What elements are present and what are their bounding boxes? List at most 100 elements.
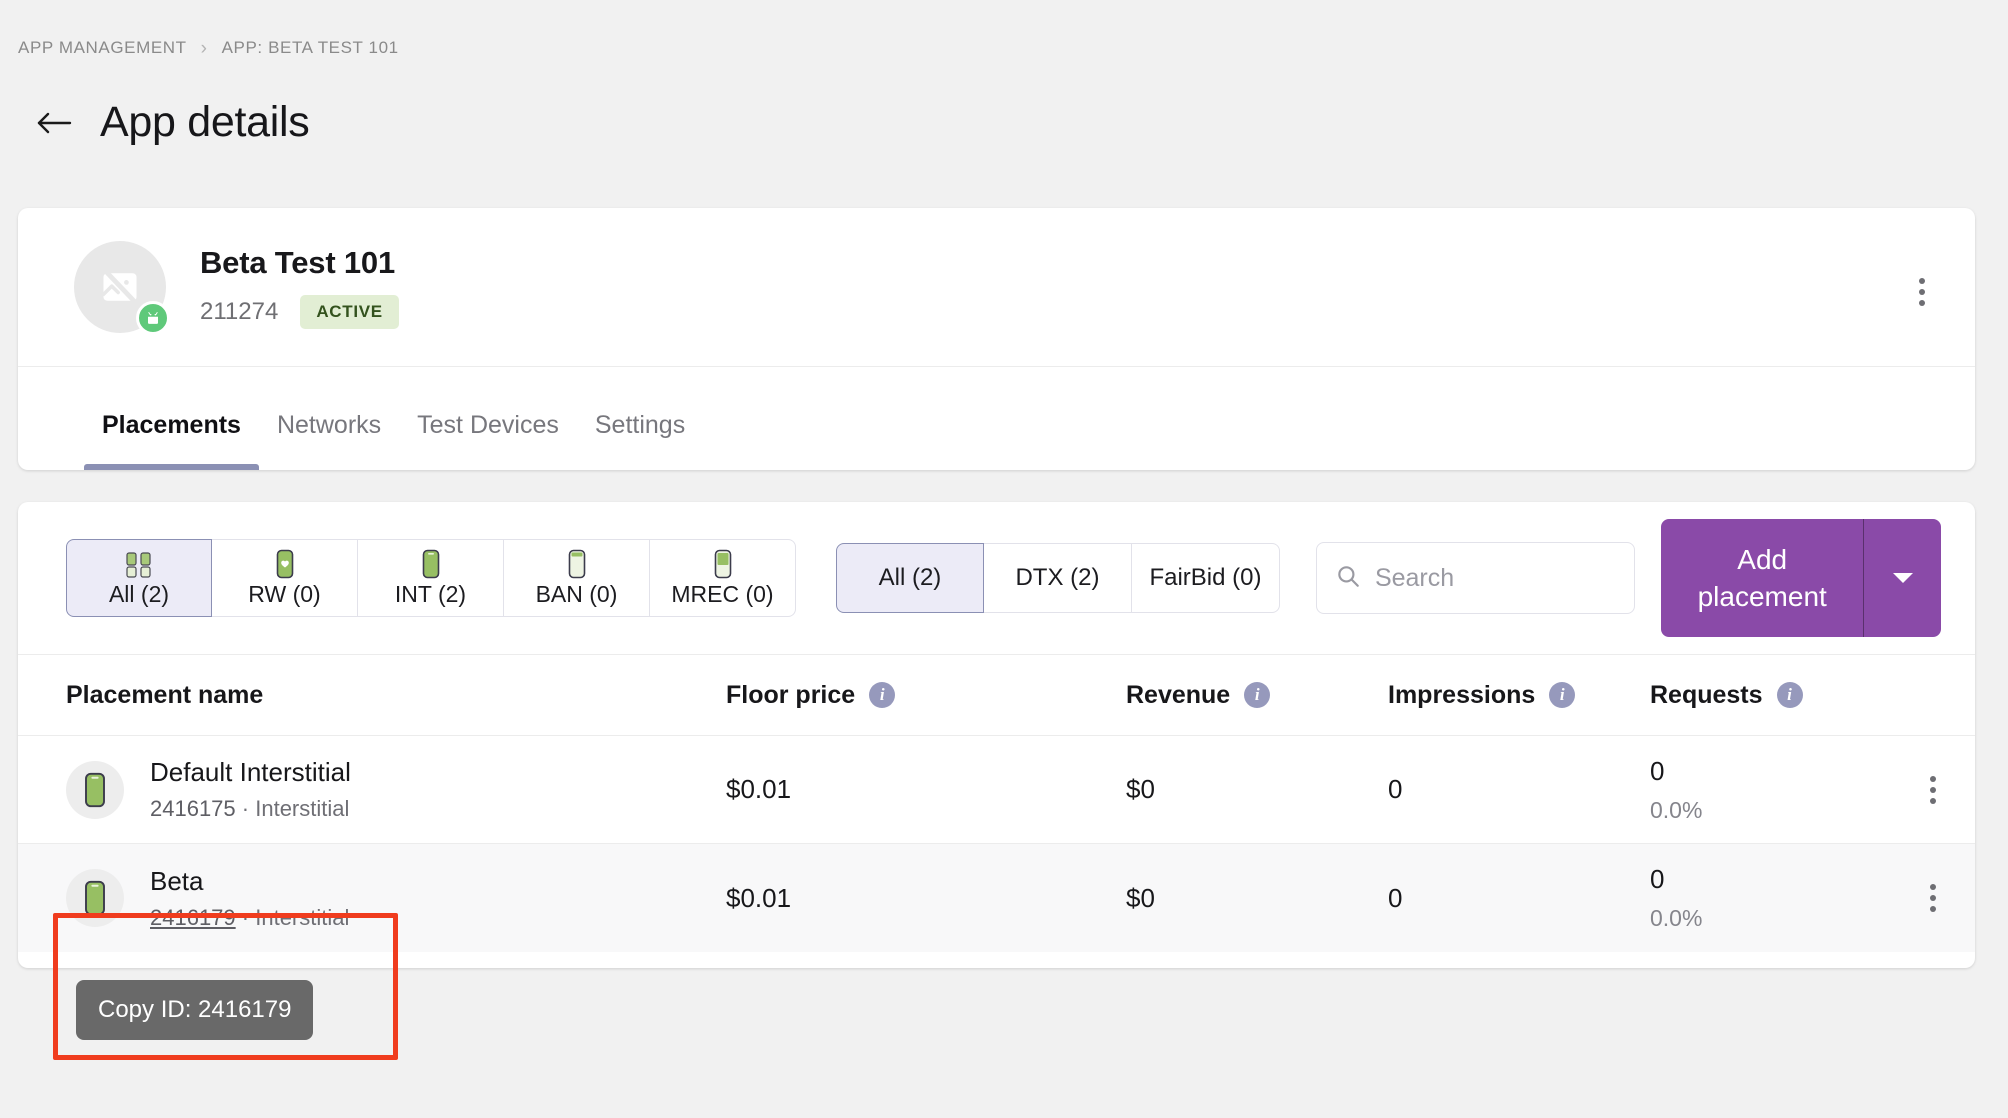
- info-icon[interactable]: i: [1776, 682, 1803, 708]
- chevron-right-icon: ›: [200, 37, 208, 59]
- placement-name: Default Interstitial: [150, 757, 351, 787]
- row-options-menu-button[interactable]: [1891, 876, 1975, 920]
- source-filter-all[interactable]: All (2): [835, 543, 984, 613]
- format-filter-group: All (2) RW (0): [66, 539, 796, 617]
- table-row[interactable]: Beta 2416179 · Interstitial $0.01 $0 0 0: [18, 844, 1975, 952]
- android-icon: [136, 301, 170, 335]
- app-name: Beta Test 101: [200, 245, 395, 280]
- floor-price-cell: $0.01: [726, 882, 792, 913]
- placement-name: Beta: [150, 865, 204, 896]
- breadcrumb-current-app: APP: BETA TEST 101: [221, 38, 399, 57]
- placement-id[interactable]: 2416175: [150, 796, 236, 821]
- requests-value: 0: [1650, 755, 1665, 786]
- broken-image-icon: [74, 241, 166, 333]
- search-input[interactable]: Search: [1315, 542, 1636, 614]
- column-revenue: Revenue i: [1126, 681, 1388, 710]
- column-requests: Requests i: [1650, 681, 1891, 710]
- requests-cell: 0 0.0%: [1650, 756, 1891, 824]
- kebab-dot: [1919, 289, 1925, 295]
- placement-separator: ·: [241, 904, 250, 930]
- app-summary-card: Beta Test 101 211274 ACTIVE Placements N…: [18, 208, 1975, 470]
- placements-card: All (2) RW (0): [18, 502, 1975, 968]
- placement-subline: 2416175 · Interstitial: [150, 796, 351, 822]
- table-row[interactable]: Default Interstitial 2416175 · Interstit…: [18, 736, 1975, 844]
- kebab-dot: [1919, 300, 1925, 306]
- mrec-phone-icon: [713, 549, 733, 579]
- interstitial-phone-icon: [66, 760, 124, 819]
- table-header: Placement name Floor price i Revenue i I…: [18, 654, 1975, 736]
- format-filter-mrec[interactable]: MREC (0): [650, 539, 796, 617]
- placement-type: Interstitial: [255, 904, 350, 930]
- app-subline: 211274 ACTIVE: [200, 295, 399, 329]
- floor-price-cell: $0.01: [726, 774, 792, 804]
- banner-phone-icon: [567, 549, 587, 579]
- tab-settings[interactable]: Settings: [594, 411, 686, 439]
- kebab-dot: [1930, 906, 1936, 912]
- placement-text: Default Interstitial 2416175 · Interstit…: [150, 757, 351, 822]
- format-filter-all-label: All (2): [108, 580, 170, 607]
- requests-percent: 0.0%: [1650, 796, 1703, 823]
- kebab-dot: [1930, 786, 1936, 793]
- page-title-row: App details: [34, 98, 310, 147]
- placement-subline: 2416179 · Interstitial: [150, 905, 349, 931]
- requests-value: 0: [1650, 864, 1665, 894]
- kebab-menu-icon[interactable]: [1922, 768, 1944, 812]
- search-placeholder: Search: [1374, 563, 1455, 592]
- placement-id[interactable]: 2416179: [150, 904, 236, 930]
- format-filter-int[interactable]: INT (2): [358, 539, 504, 617]
- column-floor-price: Floor price i: [726, 681, 1126, 710]
- all-formats-icon: [124, 549, 154, 579]
- kebab-dot: [1930, 895, 1936, 901]
- tab-networks[interactable]: Networks: [276, 411, 382, 439]
- info-icon[interactable]: i: [1244, 682, 1271, 708]
- avatar: [74, 241, 170, 335]
- tab-test-devices[interactable]: Test Devices: [417, 411, 559, 439]
- app-header: Beta Test 101 211274 ACTIVE: [18, 208, 1975, 366]
- tab-placements[interactable]: Placements: [84, 411, 259, 470]
- source-filter-fairbid[interactable]: FairBid (0): [1131, 543, 1280, 613]
- row-options-menu-button[interactable]: [1891, 768, 1975, 812]
- source-filter-dtx[interactable]: DTX (2): [983, 543, 1132, 613]
- requests-cell: 0 0.0%: [1650, 864, 1891, 932]
- impressions-cell: 0: [1388, 882, 1403, 913]
- app-meta: Beta Test 101 211274 ACTIVE: [200, 245, 399, 329]
- placement-name-cell: Beta 2416179 · Interstitial: [66, 866, 726, 931]
- info-icon[interactable]: i: [1549, 682, 1576, 708]
- copy-id-tooltip: Copy ID: 2416179: [76, 980, 314, 1040]
- revenue-cell: $0: [1126, 774, 1155, 804]
- rewarded-phone-icon: [275, 549, 295, 579]
- kebab-dot: [1930, 884, 1936, 890]
- interstitial-phone-icon: [421, 549, 441, 579]
- revenue-cell: $0: [1126, 882, 1155, 913]
- app-options-menu-button[interactable]: [1911, 270, 1933, 314]
- format-filter-rw[interactable]: RW (0): [212, 539, 358, 617]
- column-impressions: Impressions i: [1388, 681, 1650, 710]
- source-filter-fairbid-label: FairBid (0): [1149, 564, 1262, 591]
- search-icon: [1335, 563, 1361, 594]
- add-placement-button[interactable]: Add placement: [1661, 519, 1942, 637]
- kebab-menu-icon[interactable]: [1922, 876, 1944, 920]
- format-filter-ban[interactable]: BAN (0): [504, 539, 650, 617]
- placement-text: Beta 2416179 · Interstitial: [150, 866, 349, 931]
- format-filter-all[interactable]: All (2): [66, 539, 212, 617]
- arrow-left-icon[interactable]: [34, 103, 74, 143]
- add-placement-label: Add placement: [1697, 543, 1827, 612]
- breadcrumb-app-management[interactable]: APP MANAGEMENT: [18, 38, 187, 57]
- format-filter-rw-label: RW (0): [248, 580, 321, 607]
- placements-toolbar: All (2) RW (0): [18, 502, 1975, 654]
- page-title: App details: [100, 98, 310, 146]
- column-placement-name: Placement name: [66, 680, 264, 709]
- chevron-down-icon[interactable]: [1863, 519, 1941, 637]
- source-filter-all-label: All (2): [878, 564, 942, 591]
- requests-percent: 0.0%: [1650, 905, 1703, 931]
- placement-type: Interstitial: [255, 796, 350, 821]
- app-id: 211274: [200, 298, 279, 325]
- info-icon[interactable]: i: [869, 682, 896, 708]
- source-filter-group: All (2) DTX (2) FairBid (0): [835, 543, 1280, 613]
- status-badge: ACTIVE: [300, 295, 399, 329]
- source-filter-dtx-label: DTX (2): [1015, 564, 1100, 591]
- interstitial-phone-icon: [66, 869, 124, 927]
- kebab-dot: [1930, 797, 1936, 804]
- kebab-dot: [1919, 278, 1925, 284]
